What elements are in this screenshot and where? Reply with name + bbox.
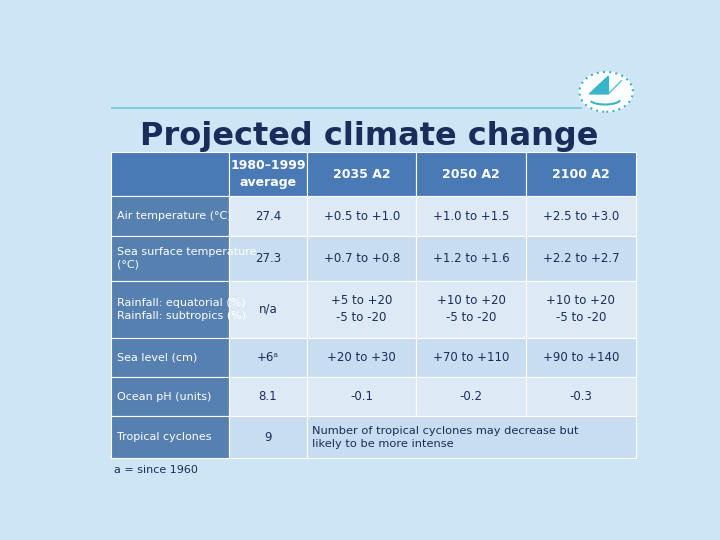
Bar xyxy=(416,197,526,236)
Bar xyxy=(229,152,307,197)
Bar xyxy=(526,197,636,236)
Bar xyxy=(229,338,307,377)
Text: 27.4: 27.4 xyxy=(255,210,282,222)
Bar xyxy=(416,281,526,338)
Bar xyxy=(416,377,526,416)
Bar xyxy=(526,152,636,197)
Text: 9: 9 xyxy=(264,430,271,443)
Text: Number of tropical cyclones may decrease but
likely to be more intense: Number of tropical cyclones may decrease… xyxy=(312,426,579,449)
Bar xyxy=(111,152,229,197)
Bar xyxy=(229,197,307,236)
Text: 2100 A2: 2100 A2 xyxy=(552,168,610,181)
Text: Projected climate change: Projected climate change xyxy=(140,121,598,152)
Text: -0.1: -0.1 xyxy=(350,390,373,403)
Circle shape xyxy=(580,72,633,112)
Bar xyxy=(526,281,636,338)
Text: Rainfall: equatorial (%)
Rainfall: subtropics (%): Rainfall: equatorial (%) Rainfall: subtr… xyxy=(117,298,246,321)
Bar xyxy=(111,236,229,281)
Bar xyxy=(416,338,526,377)
Text: +2.2 to +2.7: +2.2 to +2.7 xyxy=(543,252,619,265)
Text: 27.3: 27.3 xyxy=(255,252,281,265)
Text: 2050 A2: 2050 A2 xyxy=(442,168,500,181)
Text: -0.2: -0.2 xyxy=(460,390,483,403)
Bar xyxy=(307,152,416,197)
Text: 1980–1999
average: 1980–1999 average xyxy=(230,159,306,190)
Polygon shape xyxy=(608,80,622,94)
Bar xyxy=(229,236,307,281)
Bar xyxy=(307,416,636,458)
Text: +10 to +20
-5 to -20: +10 to +20 -5 to -20 xyxy=(437,294,505,325)
Bar xyxy=(229,416,307,458)
Text: n/a: n/a xyxy=(258,303,277,316)
Bar xyxy=(229,281,307,338)
Bar xyxy=(111,281,229,338)
Bar xyxy=(229,377,307,416)
Text: a = since 1960: a = since 1960 xyxy=(114,465,198,475)
Text: +20 to +30: +20 to +30 xyxy=(328,351,396,364)
Bar xyxy=(416,236,526,281)
Text: +1.0 to +1.5: +1.0 to +1.5 xyxy=(433,210,510,222)
Bar xyxy=(111,338,229,377)
Bar xyxy=(307,338,416,377)
Text: +0.5 to +1.0: +0.5 to +1.0 xyxy=(323,210,400,222)
Text: +1.2 to +1.6: +1.2 to +1.6 xyxy=(433,252,510,265)
Bar xyxy=(111,416,229,458)
Text: Sea surface temperature
(°C): Sea surface temperature (°C) xyxy=(117,247,256,270)
Text: +5 to +20
-5 to -20: +5 to +20 -5 to -20 xyxy=(331,294,392,325)
Text: +90 to +140: +90 to +140 xyxy=(543,351,619,364)
Bar xyxy=(526,236,636,281)
Text: +6ᵃ: +6ᵃ xyxy=(257,351,279,364)
Text: Ocean pH (units): Ocean pH (units) xyxy=(117,392,211,402)
Text: +10 to +20
-5 to -20: +10 to +20 -5 to -20 xyxy=(546,294,616,325)
Text: +2.5 to +3.0: +2.5 to +3.0 xyxy=(543,210,619,222)
Text: 8.1: 8.1 xyxy=(258,390,277,403)
Bar xyxy=(416,152,526,197)
Text: +0.7 to +0.8: +0.7 to +0.8 xyxy=(323,252,400,265)
Bar xyxy=(111,197,229,236)
Bar xyxy=(526,377,636,416)
Bar xyxy=(111,377,229,416)
Bar xyxy=(307,377,416,416)
Text: Air temperature (°C): Air temperature (°C) xyxy=(117,211,231,221)
Text: -0.3: -0.3 xyxy=(570,390,593,403)
Text: +70 to +110: +70 to +110 xyxy=(433,351,510,364)
Bar xyxy=(307,236,416,281)
Bar xyxy=(307,197,416,236)
Polygon shape xyxy=(590,76,608,94)
Bar xyxy=(526,338,636,377)
Bar xyxy=(307,281,416,338)
Text: Tropical cyclones: Tropical cyclones xyxy=(117,432,211,442)
Text: Sea level (cm): Sea level (cm) xyxy=(117,353,197,362)
Text: 2035 A2: 2035 A2 xyxy=(333,168,390,181)
